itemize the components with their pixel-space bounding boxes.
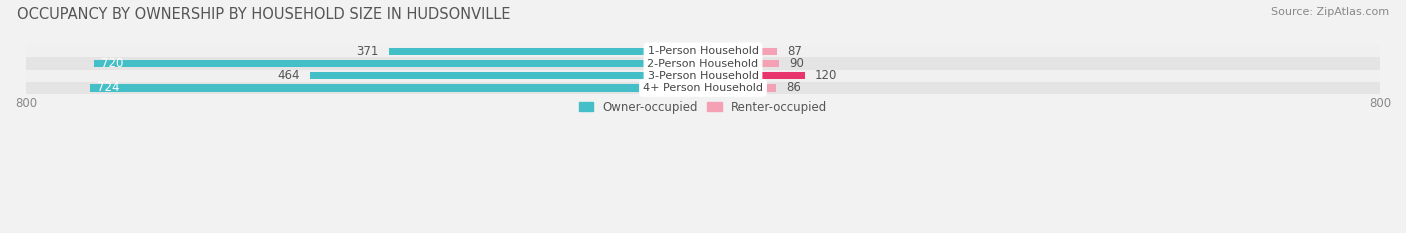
- Bar: [90, 84, 703, 92]
- Bar: [311, 72, 703, 79]
- Text: 90: 90: [789, 57, 804, 70]
- Text: 724: 724: [97, 82, 120, 94]
- Text: 2-Person Household: 2-Person Household: [647, 58, 759, 69]
- Text: 720: 720: [100, 57, 122, 70]
- Bar: [27, 70, 1379, 82]
- Bar: [27, 45, 1379, 58]
- Bar: [703, 60, 779, 67]
- Bar: [703, 84, 776, 92]
- Text: 371: 371: [357, 45, 378, 58]
- Text: 464: 464: [278, 69, 301, 82]
- Bar: [27, 82, 1379, 94]
- Legend: Owner-occupied, Renter-occupied: Owner-occupied, Renter-occupied: [574, 96, 832, 118]
- Bar: [389, 48, 703, 55]
- Text: 86: 86: [786, 82, 801, 94]
- Text: 120: 120: [814, 69, 837, 82]
- Text: 1-Person Household: 1-Person Household: [648, 46, 758, 56]
- Text: 87: 87: [787, 45, 801, 58]
- Bar: [703, 72, 804, 79]
- Text: Source: ZipAtlas.com: Source: ZipAtlas.com: [1271, 7, 1389, 17]
- Text: 3-Person Household: 3-Person Household: [648, 71, 758, 81]
- Bar: [27, 58, 1379, 70]
- Bar: [94, 60, 703, 67]
- Text: OCCUPANCY BY OWNERSHIP BY HOUSEHOLD SIZE IN HUDSONVILLE: OCCUPANCY BY OWNERSHIP BY HOUSEHOLD SIZE…: [17, 7, 510, 22]
- Bar: [703, 48, 776, 55]
- Text: 4+ Person Household: 4+ Person Household: [643, 83, 763, 93]
